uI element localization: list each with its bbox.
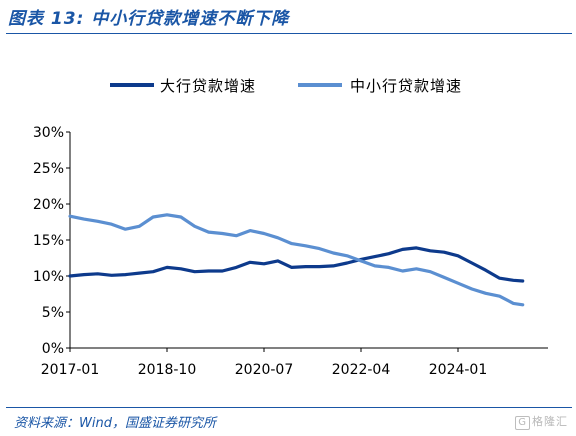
y-axis-ticks: 0% 5% 10% 15% 20% 25% 30% bbox=[33, 125, 70, 357]
y-tick-label: 15% bbox=[33, 233, 64, 249]
y-tick-label: 30% bbox=[33, 125, 64, 141]
legend-label: 大行贷款增速 bbox=[160, 77, 256, 95]
source-divider bbox=[6, 407, 572, 408]
y-tick-label: 0% bbox=[42, 341, 64, 357]
series-line-small-medium-banks bbox=[68, 213, 525, 307]
legend-label: 中小行贷款增速 bbox=[350, 77, 462, 95]
series-lines bbox=[68, 213, 525, 307]
series-line-large-banks bbox=[68, 246, 525, 283]
watermark: G 格隆汇 bbox=[515, 413, 568, 430]
source-note: 资料来源：Wind，国盛证券研究所 bbox=[14, 416, 216, 431]
x-tick-label: 2022-04 bbox=[332, 362, 391, 378]
chart-legend: 大行贷款增速 中小行贷款增速 bbox=[110, 77, 462, 95]
y-tick-label: 10% bbox=[33, 269, 64, 285]
x-tick-label: 2017-01 bbox=[41, 362, 100, 378]
figure-title: 图表 13: 中小行贷款增速不断下降 bbox=[8, 9, 290, 29]
x-tick-label: 2024-01 bbox=[429, 362, 488, 378]
y-tick-label: 25% bbox=[33, 161, 64, 177]
y-tick-label: 20% bbox=[33, 197, 64, 213]
x-tick-label: 2018-10 bbox=[138, 362, 197, 378]
x-tick-label: 2020-07 bbox=[235, 362, 294, 378]
y-tick-label: 5% bbox=[42, 305, 64, 321]
watermark-text: 格隆汇 bbox=[532, 415, 568, 428]
x-axis-ticks: 2017-01 2018-10 2020-07 2022-04 2024-01 bbox=[41, 348, 488, 378]
chart-axes bbox=[69, 132, 548, 349]
watermark-logo-icon: G bbox=[515, 416, 530, 430]
title-divider bbox=[6, 33, 572, 34]
